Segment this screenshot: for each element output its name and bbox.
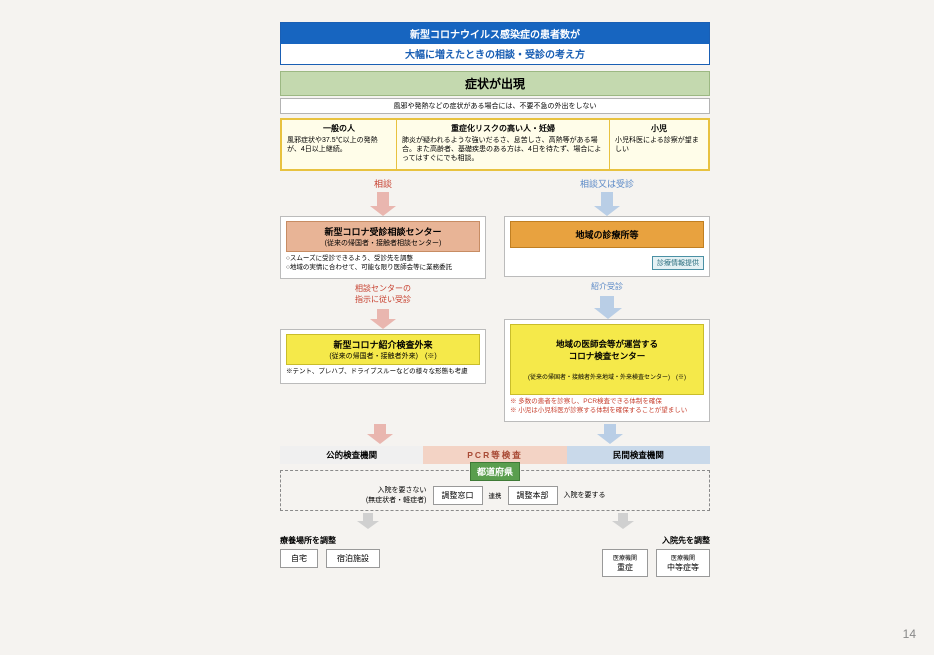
people-body: 風邪症状や37.5℃以上の発熱が、4日以上継続。 (287, 136, 391, 154)
side-left: 入院を要さない (無症状者・軽症者) (357, 485, 427, 505)
adjust-hq: 調整本部 (508, 486, 558, 505)
out-severe-main: 重症 (617, 563, 633, 572)
test-center-note: ※ 多数の患者を診察し、PCR検査できる体制を確保 ※ 小児は小児科医が診察する… (510, 398, 704, 415)
info-provision-tag: 診療情報提供 (652, 256, 704, 270)
out-right-group: 入院先を調整 医療機関 重症 医療機関 中等症等 (602, 535, 710, 577)
people-col-child: 小児 小児科医による診察が望ましい (610, 120, 708, 169)
arrow-down-left (280, 424, 480, 444)
left-pane: 相談 新型コロナ受診相談センター (従来の帰国者・接触者相談センター) ○スムー… (280, 175, 486, 383)
test-center-sub: (従来の帰国者・接触者外来地域・外来検査センター) (※) (515, 372, 699, 381)
adjust-link: 連携 (489, 490, 502, 500)
exam-panel: 新型コロナ紹介検査外来 (従来の帰国者・接触者外来) (※) ※テント、プレハブ… (280, 329, 486, 383)
people-heading: 一般の人 (287, 123, 391, 134)
title-line1: 新型コロナウイルス感染症の患者数が (281, 23, 709, 44)
consult-center-panel: 新型コロナ受診相談センター (従来の帰国者・接触者相談センター) ○スムーズに受… (280, 216, 486, 279)
arrow-down-red-2 (370, 309, 396, 329)
test-center-title: 地域の医師会等が運営する コロナ検査センター (515, 338, 699, 362)
outcomes-row: 療養場所を調整 自宅 宿泊施設 入院先を調整 医療機関 重症 医療機関 中等症等 (280, 535, 710, 577)
people-row: 一般の人 風邪症状や37.5℃以上の発熱が、4日以上継続。 重症化リスクの高い人… (280, 118, 710, 171)
consult-center-box: 新型コロナ受診相談センター (従来の帰国者・接触者相談センター) (286, 221, 480, 252)
consult-center-title: 新型コロナ受診相談センター (291, 225, 475, 238)
out-severe: 医療機関 重症 (602, 549, 648, 577)
converge-arrows (280, 424, 710, 444)
arrow-down-blue-2 (594, 296, 620, 319)
side-right: 入院を要する (564, 490, 634, 500)
clinic-panel: 地域の診療所等 診療情報提供 (504, 216, 710, 277)
adjust-row: 入院を要さない (無症状者・軽症者) 調整窓口 連携 調整本部 入院を要する (287, 485, 703, 505)
symptom-heading: 症状が出現 (280, 71, 710, 96)
prefecture-label: 都道府県 (470, 462, 520, 481)
title-block: 新型コロナウイルス感染症の患者数が 大幅に増えたときの相談・受診の考え方 (280, 22, 710, 65)
page-number: 14 (903, 627, 916, 641)
two-column-flow: 相談 新型コロナ受診相談センター (従来の帰国者・接触者相談センター) ○スムー… (280, 175, 710, 422)
out-left-heading: 療養場所を調整 (280, 535, 380, 546)
consult-center-note: ○スムーズに受診できるよう、受診先を調整 ○地域の実情に合わせて、可能な限り医師… (286, 255, 480, 272)
test-center-box: 地域の医師会等が運営する コロナ検査センター (従来の帰国者・接触者外来地域・外… (510, 324, 704, 395)
out-left-group: 療養場所を調整 自宅 宿泊施設 (280, 535, 380, 577)
people-heading: 重症化リスクの高い人・妊婦 (402, 123, 604, 134)
out-right-heading: 入院先を調整 (602, 535, 710, 546)
exam-note: ※テント、プレハブ、ドライブスルーなどの様々な形態も考慮 (286, 368, 480, 376)
arrow-label-consult: 相談 (280, 177, 486, 190)
people-col-highrisk: 重症化リスクの高い人・妊婦 肺炎が疑われるような強いだるさ、息苦しさ、高熱等があ… (397, 120, 610, 169)
adjust-window: 調整窓口 (433, 486, 483, 505)
exam-box: 新型コロナ紹介検査外来 (従来の帰国者・接触者外来) (※) (286, 334, 480, 365)
flowchart-canvas: 新型コロナウイルス感染症の患者数が 大幅に増えたときの相談・受診の考え方 症状が… (280, 22, 710, 602)
follow-instruction-label: 相談センターの 指示に従い受診 (280, 283, 486, 305)
title-line2: 大幅に増えたときの相談・受診の考え方 (281, 44, 709, 64)
arrow-out-right (535, 513, 710, 529)
people-body: 肺炎が疑われるような強いだるさ、息苦しさ、高熱等がある場合。また高齢者、基礎疾患… (402, 136, 604, 163)
clinic-title: 地域の診療所等 (515, 228, 699, 241)
arrow-down-red (370, 192, 396, 216)
prefecture-block: 都道府県 入院を要さない (無症状者・軽症者) 調整窓口 連携 調整本部 入院を… (280, 470, 710, 511)
consult-center-sub: (従来の帰国者・接触者相談センター) (291, 238, 475, 248)
prefecture-label-wrap: 都道府県 (287, 462, 703, 481)
test-center-panel: 地域の医師会等が運営する コロナ検査センター (従来の帰国者・接触者外来地域・外… (504, 319, 710, 422)
clinic-box: 地域の診療所等 (510, 221, 704, 248)
arrow-out-left (280, 513, 455, 529)
symptom-note: 風邪や発熱などの症状がある場合には、不要不急の外出をしない (280, 98, 710, 114)
people-body: 小児科医による診察が望ましい (615, 136, 703, 154)
out-moderate-main: 中等症等 (667, 563, 699, 572)
right-pane: 相談又は受診 地域の診療所等 診療情報提供 紹介受診 (504, 175, 710, 422)
people-col-general: 一般の人 風邪症状や37.5℃以上の発熱が、4日以上継続。 (282, 120, 397, 169)
split-arrows (280, 513, 710, 529)
out-moderate: 医療機関 中等症等 (656, 549, 710, 577)
arrow-label-visit: 相談又は受診 (504, 177, 710, 190)
out-lodging: 宿泊施設 (326, 549, 380, 568)
arrow-down-blue (594, 192, 620, 216)
info-tag-wrap: 診療情報提供 (510, 252, 704, 270)
exam-title: 新型コロナ紹介検査外来 (291, 338, 475, 351)
people-heading: 小児 (615, 123, 703, 134)
out-moderate-mini: 医療機関 (667, 553, 699, 562)
out-severe-mini: 医療機関 (613, 553, 637, 562)
arrow-down-right (510, 424, 710, 444)
out-home: 自宅 (280, 549, 318, 568)
document-page: 新型コロナウイルス感染症の患者数が 大幅に増えたときの相談・受診の考え方 症状が… (0, 0, 934, 655)
referral-label: 紹介受診 (504, 281, 710, 292)
exam-sub: (従来の帰国者・接触者外来) (※) (291, 351, 475, 361)
